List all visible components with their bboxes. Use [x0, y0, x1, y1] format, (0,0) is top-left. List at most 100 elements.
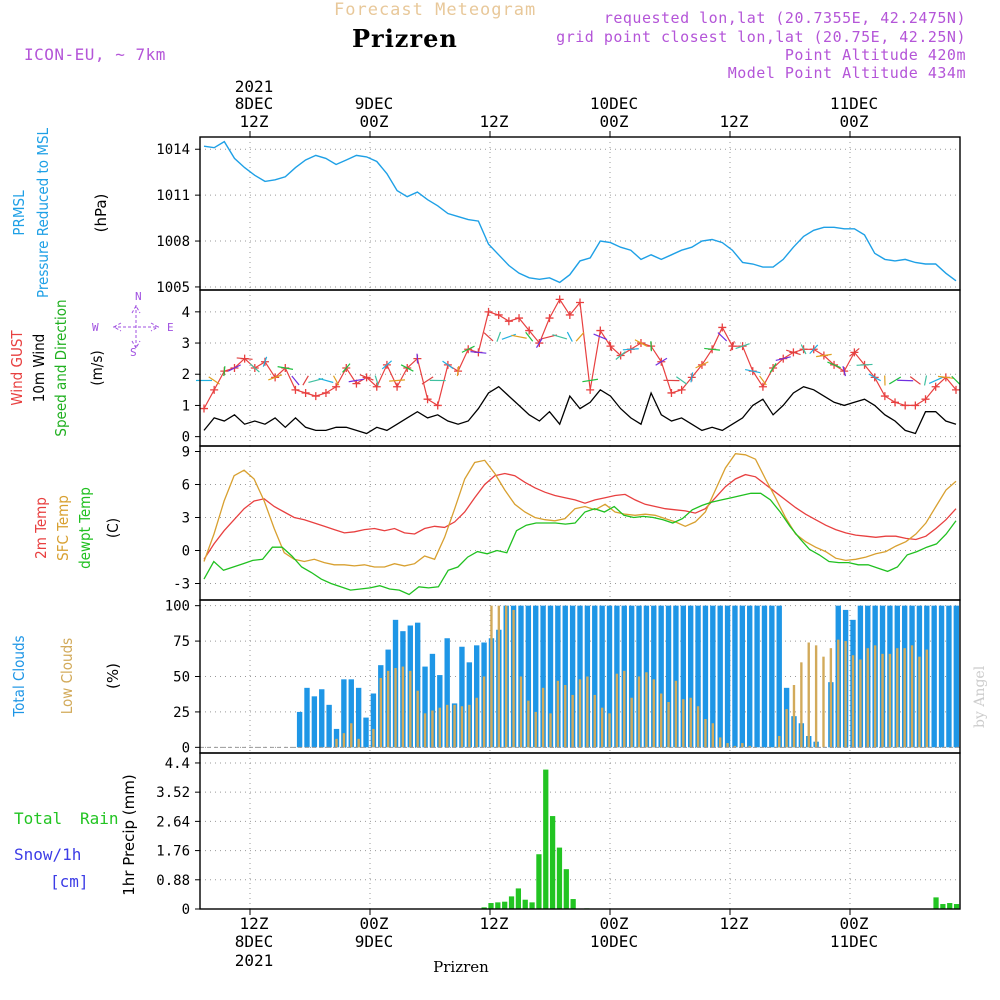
- total-cloud-bar: [599, 605, 605, 748]
- low-cloud-bar: [925, 649, 928, 748]
- y-tick-label: 1011: [156, 188, 190, 204]
- y-tick-label: 0: [182, 430, 190, 446]
- wind-direction-arrow: [223, 366, 226, 377]
- top-time-hour: 12Z: [480, 112, 509, 131]
- bottom-time-date: 10DEC: [590, 932, 638, 951]
- low-cloud-bar: [741, 743, 744, 748]
- low-cloud-bar: [748, 745, 751, 748]
- snow-legend: Snow/1h: [14, 845, 81, 864]
- low-cloud-bar: [844, 641, 847, 748]
- wind-axis-label-line: Wind GUST: [8, 330, 26, 406]
- total-cloud-bar: [540, 605, 546, 748]
- low-cloud-bar: [586, 676, 589, 748]
- total-cloud-bar: [459, 646, 465, 748]
- y-tick-label: 50: [173, 670, 190, 686]
- wind-gust-marker: [555, 295, 564, 304]
- bottom-time-hour: 00Z: [360, 914, 389, 933]
- low-cloud-bar: [416, 690, 419, 748]
- total-cloud-bar: [311, 696, 318, 748]
- wind-gust-marker: [494, 310, 503, 319]
- total-cloud-bar: [724, 605, 731, 748]
- low-cloud-bar: [630, 697, 633, 748]
- wind-gust-marker: [484, 307, 493, 316]
- total-cloud-bar: [533, 605, 539, 748]
- wind-direction-arrow: [277, 366, 294, 370]
- total-cloud-bar: [776, 605, 782, 748]
- low-cloud-bar: [881, 653, 884, 748]
- wind-gust-marker: [423, 395, 432, 404]
- low-cloud-bar: [652, 679, 655, 748]
- dewpt-temp-line: [203, 492, 957, 596]
- total-cloud-bar: [732, 605, 738, 748]
- wind-gust-marker: [576, 298, 584, 307]
- low-cloud-bar: [667, 702, 670, 748]
- wind-direction-arrow: [400, 364, 414, 372]
- low-cloud-bar: [888, 653, 892, 748]
- low-cloud-bar: [379, 677, 382, 748]
- wind-gust-line: [203, 298, 957, 409]
- wind-direction-arrow: [470, 351, 487, 354]
- low-cloud-bar: [541, 687, 545, 748]
- wind-direction-arrow: [827, 361, 841, 369]
- low-cloud-bar: [401, 666, 405, 748]
- wind-direction-arrow: [421, 376, 434, 385]
- low-cloud-bar: [497, 605, 501, 748]
- total-cloud-bar: [555, 605, 561, 748]
- total-cloud-bar: [665, 605, 672, 748]
- total-cloud-bar: [474, 645, 480, 748]
- total-cloud-bar: [717, 605, 723, 748]
- total-cloud-bar: [444, 638, 450, 748]
- wind-direction-arrow: [615, 351, 626, 360]
- wind-gust-marker: [372, 382, 381, 391]
- wind-direction-arrow: [717, 332, 728, 342]
- wind-gust-marker: [545, 314, 554, 323]
- footer-location: Prizren: [433, 958, 489, 976]
- low-cloud-bar: [600, 707, 604, 748]
- wind-direction-arrow: [676, 376, 688, 385]
- low-cloud-bar: [372, 728, 375, 748]
- low-cloud-bar: [335, 738, 338, 748]
- total-clouds-label: Total Clouds: [10, 635, 28, 717]
- y-tick-label: 3: [182, 511, 190, 527]
- wind-direction-arrow: [690, 372, 694, 383]
- total-cloud-bar: [769, 605, 775, 748]
- low-cloud-bar: [460, 706, 464, 748]
- total-cloud-bar: [525, 605, 532, 748]
- total-cloud-bar: [651, 605, 657, 748]
- rain-legend-rain: Rain: [80, 809, 119, 828]
- low-cloud-bar: [785, 709, 788, 748]
- rain-bar: [502, 901, 508, 909]
- wind-direction-arrow: [483, 332, 494, 342]
- rain-bar: [495, 902, 501, 909]
- y-tick-label: 0: [182, 740, 190, 756]
- total-cloud-bar: [296, 711, 303, 748]
- low-cloud-bar: [719, 737, 722, 748]
- wind-direction-arrow: [227, 364, 241, 372]
- y-tick-label: 75: [173, 634, 190, 650]
- low-cloud-bar: [527, 700, 530, 748]
- wind-axis-label-line: Speed and Direction: [52, 299, 70, 436]
- wind-direction-arrow: [856, 363, 873, 366]
- wind-direction-arrow: [650, 341, 653, 352]
- bottom-time-hour: 12Z: [240, 914, 269, 933]
- low-cloud-bar: [800, 662, 803, 748]
- low-cloud-bar: [696, 706, 700, 748]
- wind-direction-arrow: [951, 375, 961, 386]
- precip-axis-label: 1hr Precip (mm): [120, 774, 138, 895]
- wind-gust-marker: [200, 404, 208, 413]
- rain-bar: [488, 903, 494, 909]
- wind-direction-arrow: [374, 375, 379, 386]
- wind-direction-arrow: [381, 360, 393, 370]
- y-tick-label: -3: [173, 577, 190, 593]
- total-cloud-bar: [761, 605, 768, 748]
- wind-gust-marker: [880, 392, 889, 401]
- low-cloud-bar: [689, 697, 692, 748]
- low-cloud-bar: [807, 642, 810, 748]
- wind-direction-arrow: [291, 375, 300, 386]
- total-cloud-bar: [747, 605, 753, 748]
- y-tick-label: 1014: [156, 142, 190, 158]
- wind-direction-arrow: [775, 356, 791, 362]
- low-cloud-bar: [733, 745, 737, 748]
- low-cloud-bar: [468, 704, 471, 748]
- low-cloud-bar: [637, 676, 641, 748]
